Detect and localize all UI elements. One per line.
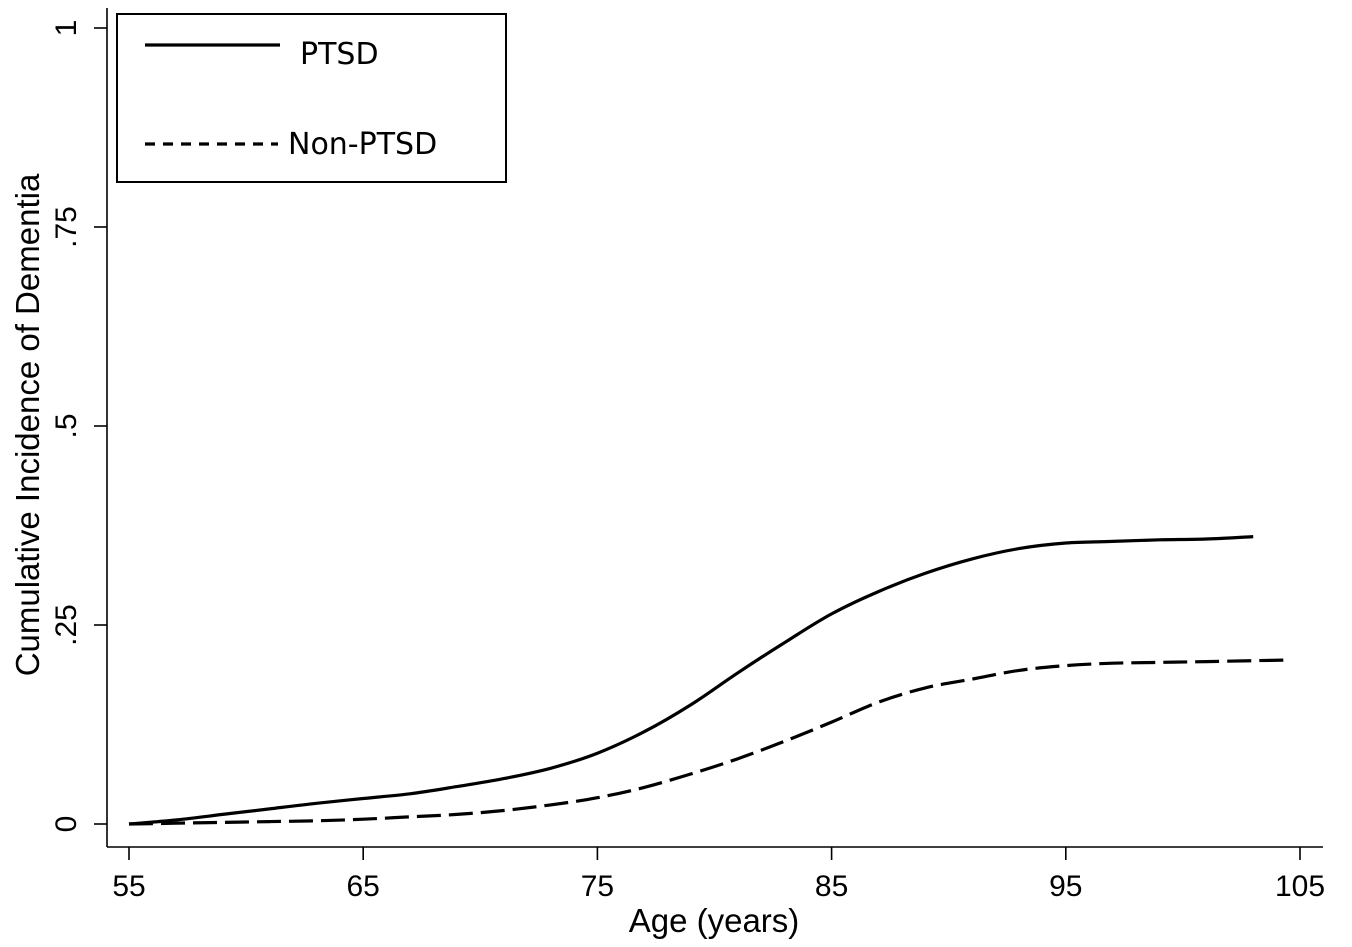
series-line-ptsd (128, 535, 1254, 826)
x-ticks: 55 65 75 85 95 105 (112, 847, 1325, 903)
y-tick-label: 1 (50, 20, 83, 37)
legend-label-non-ptsd: Non-PTSD (288, 127, 437, 162)
y-tick-label: .75 (50, 206, 83, 248)
legend-box (116, 13, 507, 183)
x-tick-label: 75 (581, 870, 614, 903)
legend-label-ptsd: PTSD (300, 37, 379, 72)
series-layer (128, 535, 1289, 826)
series-line-non-ptsd (128, 658, 1289, 826)
x-tick-label: 65 (347, 870, 380, 903)
y-axis-title: Cumulative Incidence of Dementia (9, 173, 46, 676)
y-ticks: 0 .25 .5 .75 1 (50, 20, 107, 833)
y-tick-label: .25 (50, 604, 83, 646)
x-tick-label: 105 (1275, 870, 1325, 903)
x-axis-title: Age (years) (629, 902, 800, 939)
axes (106, 8, 1323, 848)
y-tick-label: 0 (50, 816, 83, 833)
x-tick-label: 85 (815, 870, 848, 903)
x-tick-label: 95 (1049, 870, 1082, 903)
legend: PTSD Non-PTSD (116, 13, 507, 183)
x-tick-label: 55 (112, 870, 145, 903)
y-tick-label: .5 (50, 413, 83, 438)
